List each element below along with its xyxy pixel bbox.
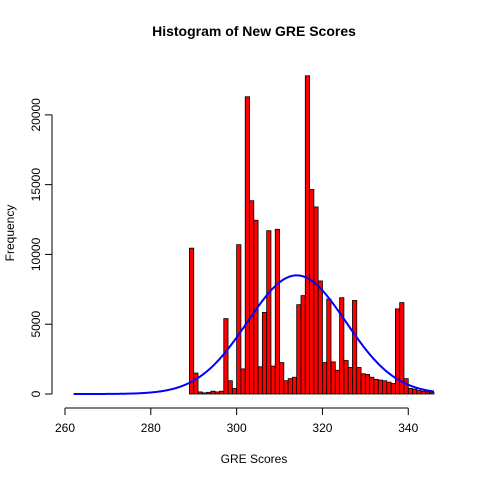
histogram-bar — [339, 297, 345, 395]
chart-title: Histogram of New GRE Scores — [152, 23, 356, 39]
histogram-bar — [244, 96, 250, 395]
histogram-bar — [416, 390, 422, 395]
histogram-bar — [390, 383, 396, 395]
y-tick-label: 5000 — [29, 311, 43, 338]
histogram-bar — [193, 372, 199, 395]
histogram-bar — [257, 366, 263, 395]
histogram-bar — [377, 379, 383, 395]
histogram-bar — [249, 200, 255, 395]
x-axis: 260 280 300 320 340 — [55, 407, 419, 435]
histogram-bar — [189, 247, 195, 395]
histogram-bar — [326, 298, 332, 395]
histogram-bar — [420, 390, 426, 395]
histogram-bar — [210, 390, 216, 395]
histogram-bar — [360, 373, 366, 395]
histogram-bar — [206, 391, 212, 395]
y-axis-label: Frequency — [3, 205, 17, 262]
x-tick-label: 260 — [55, 421, 75, 435]
histogram-bar — [313, 206, 319, 395]
histogram-bar — [369, 376, 375, 395]
histogram-bar — [429, 392, 435, 395]
y-tick-label: 0 — [29, 390, 43, 397]
histogram-bar — [356, 367, 362, 395]
histogram-bar — [343, 360, 349, 395]
histogram-bar — [266, 230, 272, 395]
histogram-bar — [412, 388, 418, 395]
histogram-bar — [236, 244, 242, 395]
histogram-bar — [347, 367, 353, 395]
histogram-bars — [189, 75, 435, 395]
histogram-bar — [399, 302, 405, 395]
histogram-bar — [292, 376, 298, 395]
density-curve — [73, 274, 435, 395]
x-tick-label: 340 — [398, 421, 418, 435]
histogram-bar — [219, 390, 225, 395]
histogram-bar — [403, 378, 409, 395]
histogram-bar — [214, 391, 220, 395]
y-tick-label: 20000 — [29, 98, 43, 132]
histogram-bar — [227, 380, 233, 395]
y-tick-label: 10000 — [29, 237, 43, 271]
x-tick-label: 320 — [312, 421, 332, 435]
histogram-bar — [197, 391, 203, 395]
histogram-bar — [382, 380, 388, 395]
histogram-bar — [352, 300, 358, 395]
histogram-bar — [231, 388, 238, 395]
histogram-bar — [364, 374, 371, 395]
histogram-bar — [279, 362, 285, 395]
histogram-bar — [317, 280, 323, 395]
histogram-bar — [296, 304, 302, 395]
histogram-bar — [240, 368, 246, 395]
histogram-bar — [386, 381, 392, 395]
x-tick-label: 300 — [227, 421, 247, 435]
y-tick-label: 15000 — [29, 168, 43, 202]
histogram-bar — [300, 295, 306, 395]
x-axis-label: GRE Scores — [221, 452, 288, 466]
histogram-bar — [304, 75, 310, 395]
histogram-bar — [309, 189, 315, 395]
histogram-bar — [407, 388, 413, 395]
histogram-bar — [274, 228, 280, 395]
histogram-bar — [223, 318, 229, 395]
histogram-bar — [261, 311, 268, 395]
histogram-bar — [322, 362, 328, 395]
histogram-bar — [270, 365, 276, 395]
histogram-bar — [425, 391, 431, 395]
histogram-bar — [334, 369, 340, 395]
histogram-bar — [330, 361, 336, 395]
histogram-bar — [373, 378, 379, 395]
histogram-bar — [201, 392, 207, 395]
x-tick-label: 280 — [141, 421, 161, 435]
histogram-bar — [287, 378, 293, 395]
y-axis: 0 5000 10000 15000 20000 — [29, 98, 53, 397]
histogram-bar — [283, 380, 289, 395]
